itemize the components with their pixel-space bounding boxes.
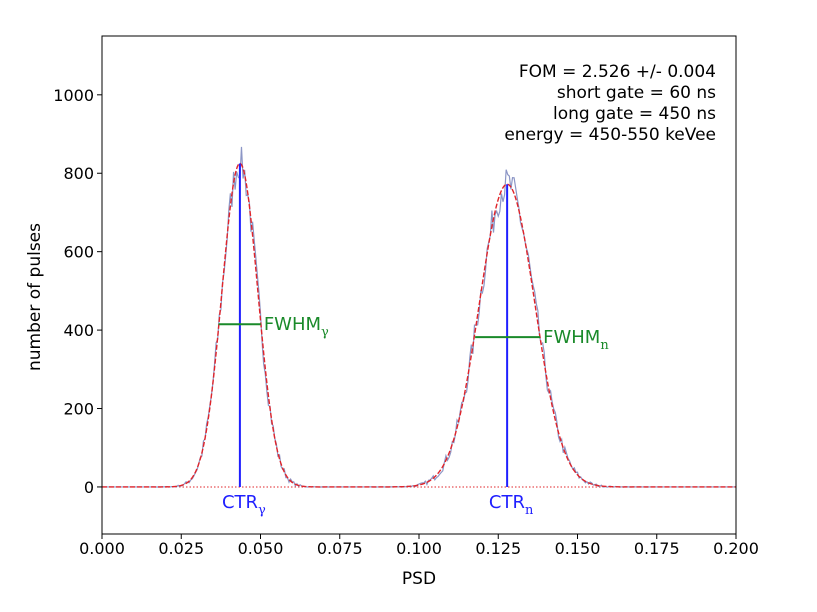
x-tick-label: 0.100 <box>396 539 442 558</box>
annotations: FWHMγ FWHMn CTRγ CTRn <box>222 314 609 518</box>
y-tick-label: 200 <box>63 400 94 419</box>
x-tick-label: 0.125 <box>475 539 521 558</box>
histogram-series <box>102 146 736 488</box>
x-tick-label: 0.025 <box>158 539 204 558</box>
x-tick-label: 0.075 <box>317 539 363 558</box>
x-tick-label: 0.000 <box>79 539 125 558</box>
plot-area <box>102 146 736 488</box>
y-axis-title: number of pulses <box>25 223 45 371</box>
y-tick-label: 800 <box>63 164 94 183</box>
ctr-n-label: CTRn <box>489 492 534 518</box>
info-line-short-gate: short gate = 60 ns <box>557 83 716 103</box>
y-tick-label: 600 <box>63 243 94 262</box>
x-axis-title: PSD <box>402 569 436 589</box>
x-tick-label: 0.150 <box>555 539 601 558</box>
fwhm-n-label: FWHMn <box>543 327 609 353</box>
x-axis: 0.000 0.025 0.050 0.075 0.100 0.125 0.150 0.175… <box>79 534 759 558</box>
info-box: FOM = 2.526 +/- 0.004 short gate = 60 ns… <box>504 62 716 145</box>
x-tick-label: 0.200 <box>713 539 759 558</box>
fwhm-gamma-label: FWHMγ <box>264 314 329 340</box>
info-line-energy: energy = 450-550 keVee <box>504 125 716 145</box>
info-line-fom: FOM = 2.526 +/- 0.004 <box>519 62 716 82</box>
y-axis: 0 200 400 600 800 1000 <box>53 86 102 497</box>
x-tick-label: 0.050 <box>238 539 284 558</box>
fit-series <box>102 162 736 488</box>
ctr-gamma-label: CTRγ <box>222 492 266 518</box>
info-line-long-gate: long gate = 450 ns <box>553 104 716 124</box>
y-tick-label: 400 <box>63 321 94 340</box>
y-tick-label: 1000 <box>53 86 94 105</box>
x-tick-label: 0.175 <box>634 539 680 558</box>
y-tick-label: 0 <box>84 478 94 497</box>
